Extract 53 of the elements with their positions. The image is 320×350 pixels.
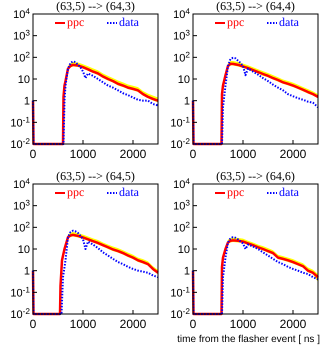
y-tick-label: 10$^{-2}$ — [10, 306, 30, 321]
y-tick-label: 10$^{2}$ — [13, 220, 30, 234]
legend-label: data — [279, 185, 300, 199]
y-tick-label: 10$^{4}$ — [13, 176, 30, 191]
chart-title: (63,5) --> (64,3) — [56, 0, 135, 13]
x-axis-title: time from the flasher event [ ns ] — [177, 334, 320, 345]
y-tick-label: 1 — [184, 96, 190, 108]
y-tick-label: 10 — [18, 74, 30, 86]
x-tick-label: 0 — [190, 147, 197, 161]
y-tick-label: 1 — [24, 96, 30, 108]
y-tick-label: 10$^{4}$ — [173, 176, 190, 191]
y-tick-label: 10$^{-1}$ — [10, 114, 30, 130]
y-tick-label: 10$^{-1}$ — [10, 284, 30, 300]
y-tick-label: 10$^{4}$ — [173, 6, 190, 21]
x-tick-label: 2000 — [120, 147, 147, 161]
y-tick-label: 10$^{4}$ — [13, 6, 30, 21]
y-tick-label: 10$^{-2}$ — [170, 136, 190, 151]
y-tick-label: 1 — [184, 266, 190, 278]
y-tick-label: 1 — [24, 266, 30, 278]
legend-label: ppc — [227, 15, 244, 29]
y-tick-label: 10$^{3}$ — [173, 198, 190, 213]
x-tick-label: 2000 — [120, 317, 147, 331]
x-tick-label: 1000 — [70, 147, 97, 161]
x-tick-label: 1000 — [230, 147, 257, 161]
chart-title: (63,5) --> (64,6) — [216, 169, 295, 183]
x-tick-label: 1000 — [70, 317, 97, 331]
legend-label: ppc — [227, 185, 244, 199]
y-tick-label: 10$^{-2}$ — [170, 306, 190, 321]
legend-label: data — [119, 15, 140, 29]
legend-label: data — [119, 185, 140, 199]
x-tick-label: 2000 — [280, 317, 307, 331]
y-tick-label: 10 — [178, 244, 190, 256]
legend-label: ppc — [67, 15, 84, 29]
y-tick-label: 10$^{3}$ — [13, 28, 30, 43]
y-tick-label: 10 — [18, 244, 30, 256]
y-tick-label: 10$^{2}$ — [13, 50, 30, 64]
y-tick-label: 10$^{2}$ — [173, 220, 190, 234]
y-tick-label: 10$^{3}$ — [13, 198, 30, 213]
y-tick-label: 10$^{-1}$ — [170, 114, 190, 130]
y-tick-label: 10$^{2}$ — [173, 50, 190, 64]
y-tick-label: 10$^{-2}$ — [10, 136, 30, 151]
x-tick-label: 0 — [30, 317, 37, 331]
y-tick-label: 10$^{-1}$ — [170, 284, 190, 300]
x-tick-label: 0 — [190, 317, 197, 331]
x-tick-label: 2000 — [280, 147, 307, 161]
x-tick-label: 1000 — [230, 317, 257, 331]
chart-title: (63,5) --> (64,5) — [56, 169, 135, 183]
y-tick-label: 10$^{3}$ — [173, 28, 190, 43]
legend-label: ppc — [67, 185, 84, 199]
legend-label: data — [279, 15, 300, 29]
x-tick-label: 0 — [30, 147, 37, 161]
chart-title: (63,5) --> (64,4) — [216, 0, 295, 13]
y-tick-label: 10 — [178, 74, 190, 86]
